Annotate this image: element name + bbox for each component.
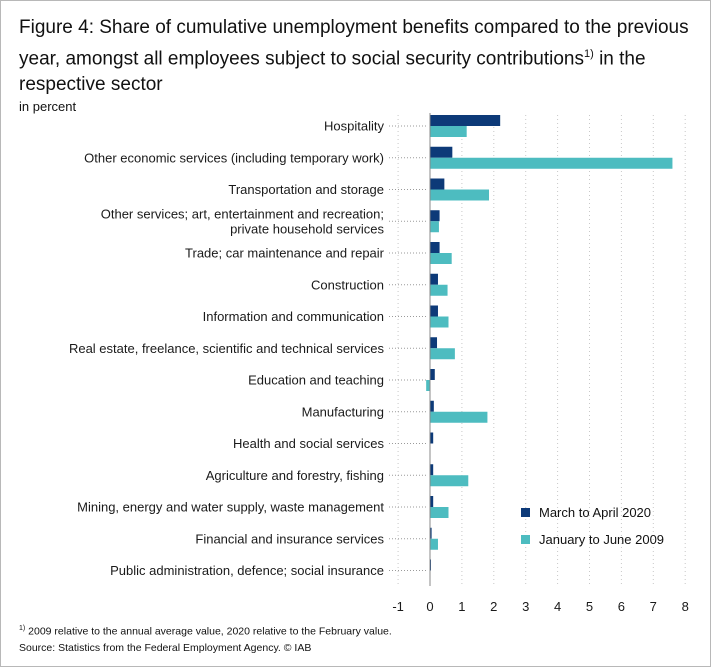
category-label: Real estate, freelance, scientific and t… <box>69 341 385 356</box>
footnote: 1) 2009 relative to the annual average v… <box>19 621 392 656</box>
bar-2020 <box>430 527 432 539</box>
category-label: Information and communication <box>203 309 384 324</box>
bar-2020 <box>430 496 434 507</box>
legend-label-2009: January to June 2009 <box>539 532 665 547</box>
title-footnote-marker: 1) <box>584 48 594 60</box>
chart-title-text: Figure 4: Share of cumulative unemployme… <box>19 17 689 70</box>
bar-2020 <box>430 305 438 317</box>
bar-2009 <box>430 411 488 423</box>
category-label: Trade; car maintenance and repair <box>185 246 385 261</box>
footnote-note: 2009 relative to the annual average valu… <box>28 625 392 638</box>
category-label: Mining, energy and water supply, waste m… <box>77 500 384 515</box>
legend-label-2020: March to April 2020 <box>539 505 652 520</box>
bar-2009 <box>430 221 439 233</box>
footnote-source: Source: Statistics from the Federal Empl… <box>19 641 312 654</box>
bar-2020 <box>430 146 453 158</box>
bar-2020 <box>430 464 434 476</box>
category-label: Public administration, defence; social i… <box>110 563 384 578</box>
bar-2020 <box>430 369 435 380</box>
category-label: Other economic services (including tempo… <box>84 150 384 165</box>
category-label: Health and social services <box>233 436 385 451</box>
bar-2009 <box>430 316 449 328</box>
x-tick-label: 4 <box>554 599 561 614</box>
legend-swatch-2009 <box>521 535 530 544</box>
category-label: Transportation and storage <box>228 182 384 197</box>
category-label: Education and teaching <box>248 373 384 388</box>
bar-2020 <box>430 400 434 412</box>
bar-2009 <box>430 126 467 137</box>
legend-swatch-2020 <box>521 508 530 517</box>
legend-item-2020: March to April 2020 <box>521 499 664 526</box>
category-label: Hospitality <box>324 119 384 134</box>
bar-2020 <box>430 273 438 285</box>
x-tick-label: 0 <box>426 599 433 614</box>
bar-2009 <box>430 348 455 360</box>
chart-title: Figure 4: Share of cumulative unemployme… <box>19 15 699 98</box>
footnote-note-line: 1) 2009 relative to the annual average v… <box>19 621 392 640</box>
category-label: Other services; art, entertainment and r… <box>101 206 384 221</box>
x-tick-label: 1 <box>458 599 465 614</box>
x-tick-label: 3 <box>522 599 529 614</box>
chart-title-suffix: in the respective sector <box>19 48 646 96</box>
bar-2020 <box>430 210 440 222</box>
x-tick-label: -1 <box>392 599 404 614</box>
bar-2009 <box>430 253 452 264</box>
bar-2009 <box>430 538 438 550</box>
x-tick-label: 7 <box>650 599 657 614</box>
category-label: private household services <box>230 221 384 236</box>
category-label: Agriculture and forestry, fishing <box>206 468 384 483</box>
bar-2009 <box>430 507 449 518</box>
bar-2009 <box>430 157 673 169</box>
bar-2020 <box>430 178 445 190</box>
bar-2009 <box>430 475 469 487</box>
bar-chart: Hospitality Other economic services (incl… <box>69 113 689 614</box>
unit-label: in percent <box>19 99 77 114</box>
legend-item-2009: January to June 2009 <box>521 526 664 553</box>
category-label: Construction <box>311 277 384 292</box>
x-tick-label: 6 <box>618 599 625 614</box>
x-tick-label: 8 <box>682 599 689 614</box>
category-label: Financial and insurance services <box>195 531 384 546</box>
bar-2020 <box>430 115 501 126</box>
bar-2009 <box>430 189 490 201</box>
x-tick-label: 2 <box>490 599 497 614</box>
legend: March to April 2020 January to June 2009 <box>521 499 664 553</box>
footnote-marker: 1) <box>19 625 26 632</box>
bar-2020 <box>430 242 440 253</box>
bar-2020 <box>430 432 434 444</box>
bar-2009 <box>426 380 430 391</box>
bar-2020 <box>430 337 438 349</box>
bar-2009 <box>430 284 448 296</box>
x-tick-label: 5 <box>586 599 593 614</box>
category-label: Manufacturing <box>302 404 384 419</box>
